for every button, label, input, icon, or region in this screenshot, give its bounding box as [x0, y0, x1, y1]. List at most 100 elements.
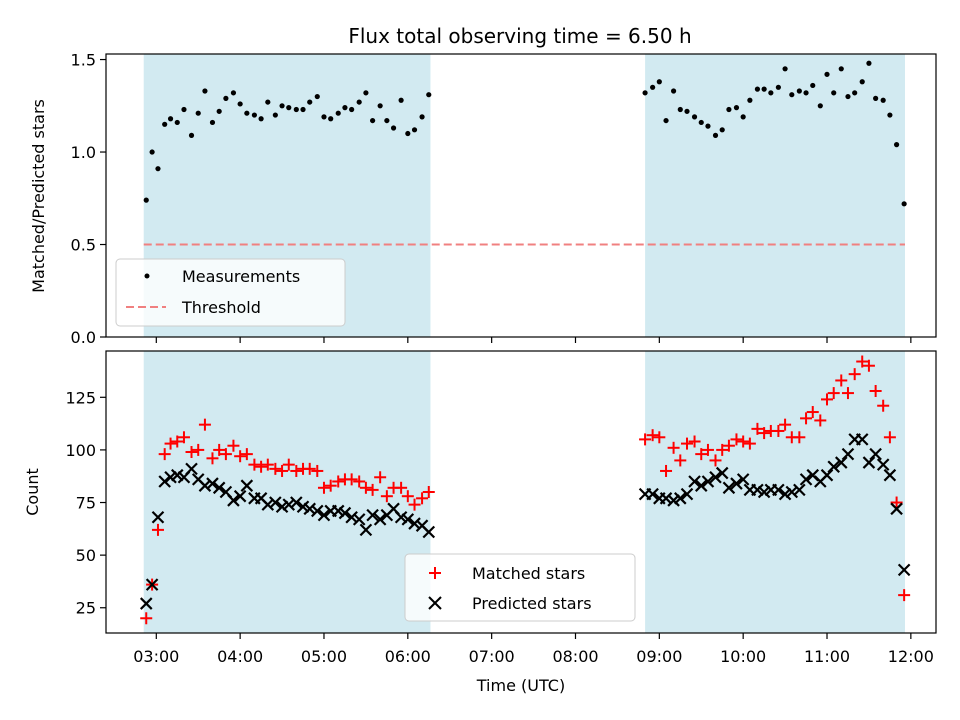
measurement-point-68: [824, 71, 830, 77]
matched-point-75: [869, 384, 882, 397]
x-tick-label-3: 06:00: [385, 647, 431, 666]
matched-point-69: [827, 387, 840, 400]
matched-point-74: [862, 359, 875, 372]
predicted-point-22: [290, 496, 303, 509]
predicted-point-61: [772, 483, 785, 497]
measurement-point-72: [852, 90, 858, 96]
matched-point-42: [639, 433, 652, 446]
matched-point-11: [213, 443, 226, 456]
measurement-point-58: [754, 86, 761, 92]
bottom-legend-box: [404, 553, 636, 622]
matched-point-76: [877, 399, 890, 412]
measurement-point-17: [258, 116, 264, 122]
measurement-point-35: [384, 117, 390, 124]
matched-point-37: [395, 481, 408, 494]
measurement-point-24: [307, 99, 313, 105]
measurement-point-28: [335, 110, 341, 116]
matched-point-79: [898, 589, 911, 602]
predicted-point-78: [890, 502, 903, 516]
predicted-point-41: [422, 525, 436, 539]
matched-point-61: [772, 424, 785, 437]
top-y-tick-label-3: 1.5: [71, 51, 96, 70]
predicted-point-76: [876, 458, 890, 471]
measurement-point-52: [712, 132, 719, 138]
measurement-point-64: [796, 88, 802, 94]
predicted-point-13: [227, 494, 240, 507]
bottom-x-ticks: 03:00 04:00 05:00 06:00 07:00 08:00 09:00 10:00…: [133, 633, 934, 666]
bottom-legend: Matched stars Predicted stars: [404, 553, 636, 622]
top-legend-box: [115, 258, 346, 327]
matched-point-41: [422, 486, 435, 498]
measurement-point-21: [286, 105, 292, 111]
x-tick-label-4: 07:00: [469, 647, 515, 666]
legend-predicted-label: Predicted stars: [472, 594, 592, 613]
measurement-point-4: [167, 116, 174, 122]
matched-star-points: [140, 355, 911, 625]
predicted-point-32: [359, 523, 373, 537]
measurement-point-53: [719, 127, 725, 133]
x-tick-label-9: 12:00: [888, 647, 934, 666]
measurement-point-43: [650, 84, 656, 90]
matched-point-62: [779, 418, 792, 431]
matched-point-46: [667, 441, 680, 454]
measurement-point-59: [761, 86, 767, 92]
bot-y-tick-label-4: 125: [65, 388, 96, 407]
top-shade-window-1: [645, 54, 905, 337]
top-y-axis-label: Matched/Predicted stars: [29, 99, 48, 293]
measurement-point-25: [314, 93, 320, 100]
predicted-point-14: [233, 489, 247, 503]
matched-point-51: [701, 443, 714, 456]
predicted-point-48: [680, 487, 694, 501]
matched-point-32: [359, 481, 372, 494]
matched-point-53: [716, 443, 729, 456]
bottom-axes-frame: [105, 350, 937, 634]
matched-point-71: [841, 387, 854, 400]
measurement-point-63: [789, 92, 795, 98]
bot-y-tick-label-3: 100: [65, 441, 96, 460]
predicted-point-2: [151, 510, 165, 524]
matched-point-19: [269, 462, 282, 475]
bot-y-tick-label-2: 75: [76, 494, 96, 513]
measurement-point-48: [684, 108, 690, 114]
predicted-point-7: [185, 462, 198, 476]
measurement-point-27: [328, 116, 334, 122]
measurement-point-33: [370, 117, 376, 124]
measurement-point-18: [265, 99, 271, 105]
predicted-point-34: [373, 513, 387, 526]
measurement-point-10: [209, 119, 216, 126]
measurement-point-51: [705, 123, 711, 129]
matched-point-27: [324, 479, 337, 492]
legend-matched-label: Matched stars: [472, 564, 585, 583]
measurement-points: [143, 60, 907, 207]
legend-matched-marker: [429, 567, 441, 579]
predicted-point-51: [701, 475, 715, 488]
x-tick-label-6: 09:00: [636, 647, 682, 666]
predicted-point-21: [282, 498, 296, 511]
predicted-point-47: [674, 492, 687, 505]
matched-point-58: [751, 422, 764, 435]
measurement-point-32: [363, 90, 369, 96]
matched-point-35: [380, 490, 393, 503]
matched-point-45: [660, 464, 673, 477]
measurement-point-42: [642, 90, 648, 96]
matched-point-31: [353, 475, 366, 488]
measurement-point-20: [279, 103, 285, 109]
x-tick-label-5: 08:00: [552, 647, 598, 666]
measurement-point-79: [901, 201, 907, 207]
measurement-point-62: [782, 66, 788, 72]
matched-point-47: [674, 454, 687, 467]
measurement-point-29: [342, 105, 348, 111]
measurement-point-65: [803, 90, 809, 96]
predicted-point-25: [310, 504, 324, 518]
predicted-point-71: [841, 447, 855, 461]
predicted-point-15: [240, 479, 254, 492]
top-y-tick-label-2: 1.0: [71, 143, 96, 162]
top-y-tick-label-1: 0.5: [71, 236, 96, 255]
bot-shade-window-0: [143, 351, 431, 633]
predicted-point-18: [261, 498, 275, 511]
predicted-point-24: [303, 502, 317, 516]
measurement-point-50: [698, 119, 704, 126]
top-y-ticks: 0.0 0.5 1.0 1.5: [71, 51, 106, 347]
matched-point-77: [883, 431, 896, 444]
